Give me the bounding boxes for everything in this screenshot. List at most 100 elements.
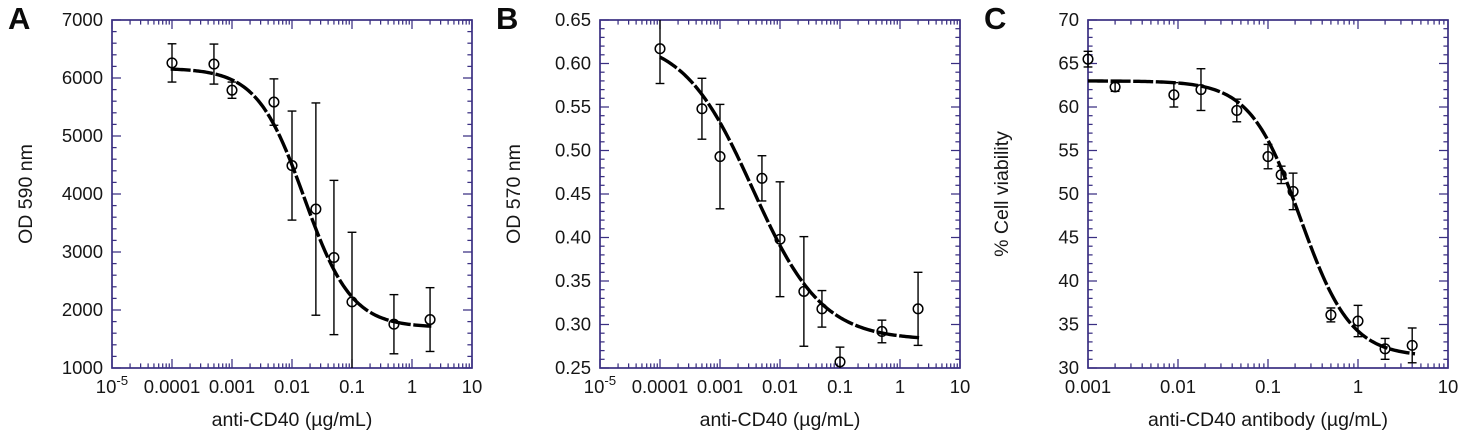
y-tick-label: 2000 xyxy=(62,299,103,320)
x-tick-label: 0.0001 xyxy=(632,376,689,397)
x-axis-ticks xyxy=(599,20,961,368)
y-tick-label: 4000 xyxy=(62,183,103,204)
data-point-marker xyxy=(798,285,810,297)
y-tick-label: 0.35 xyxy=(555,270,591,291)
x-axis-tick-labels: 0.001 0.01 0.1 1 10 xyxy=(1065,376,1458,397)
x-tick-label: 0.1 xyxy=(827,376,853,397)
fit-curve xyxy=(170,67,432,328)
y-axis-tick-labels: 30 35 40 45 50 55 60 65 70 xyxy=(1058,9,1079,378)
data-point-marker xyxy=(1168,89,1180,101)
data-point-marker xyxy=(654,43,666,55)
y-axis-title: OD 590 nm xyxy=(15,144,37,244)
data-point-marker xyxy=(834,356,846,368)
y-tick-label: 70 xyxy=(1058,9,1079,30)
data-point-marker xyxy=(1352,315,1364,327)
data-point-marker xyxy=(1406,339,1418,351)
fit-curve xyxy=(659,55,921,340)
x-tick-label: 0.1 xyxy=(339,376,365,397)
data-point-marker xyxy=(756,172,768,184)
x-tick-label: 10 xyxy=(462,376,483,397)
panel-b-label: B xyxy=(496,1,519,36)
data-point-marker xyxy=(714,151,726,163)
y-tick-label: 0.50 xyxy=(555,140,591,161)
data-point-marker xyxy=(1379,343,1391,355)
y-axis-ticks xyxy=(1088,19,1448,369)
data-point-marker xyxy=(876,325,888,338)
data-point-marker xyxy=(1231,104,1243,117)
y-tick-label: 0.65 xyxy=(555,9,591,30)
y-axis-title: % Cell viability xyxy=(991,131,1013,257)
data-point-marker xyxy=(1325,309,1337,321)
y-tick-label: 0.55 xyxy=(555,96,591,117)
y-tick-label: 0.45 xyxy=(555,183,591,204)
x-axis-tick-labels: 10-5 0.0001 0.001 0.01 0.1 1 10 xyxy=(584,373,971,397)
y-axis-title: OD 570 nm xyxy=(503,144,525,244)
x-tick-label: 0.01 xyxy=(1160,376,1196,397)
data-points xyxy=(1082,53,1418,355)
x-tick-label: 10-5 xyxy=(96,373,128,397)
x-tick-label: 1 xyxy=(1353,376,1363,397)
y-tick-label: 0.60 xyxy=(555,53,591,74)
x-tick-label: 0.01 xyxy=(762,376,798,397)
y-tick-label: 60 xyxy=(1058,96,1079,117)
y-axis-tick-labels: 0.25 0.30 0.35 0.40 0.45 0.50 0.55 0.60 0.65 xyxy=(555,9,591,378)
data-point-marker xyxy=(424,314,436,326)
data-point-marker xyxy=(816,303,828,315)
x-axis-ticks xyxy=(111,20,473,368)
x-tick-label: 0.001 xyxy=(1065,376,1111,397)
panel-c-label: C xyxy=(984,1,1007,36)
data-point-marker xyxy=(1275,169,1287,181)
y-tick-label: 3000 xyxy=(62,241,103,262)
data-point-marker xyxy=(166,57,178,69)
data-points xyxy=(166,57,436,330)
data-point-marker xyxy=(912,303,924,315)
panel-a-label: A xyxy=(8,1,31,36)
x-tick-label: 10-5 xyxy=(584,373,616,397)
data-point-marker xyxy=(208,58,220,70)
y-tick-label: 7000 xyxy=(62,9,103,30)
y-tick-label: 0.30 xyxy=(555,314,591,335)
y-tick-label: 6000 xyxy=(62,67,103,88)
data-point-marker xyxy=(1262,151,1274,163)
x-tick-label: 10 xyxy=(950,376,971,397)
panel-b: B 10-5 0.0001 0.001 0.01 0.1 1 10 0.25 0.30 0.35 0… xyxy=(488,0,976,439)
y-tick-label: 40 xyxy=(1058,270,1079,291)
x-tick-label: 1 xyxy=(895,376,905,397)
y-tick-label: 65 xyxy=(1058,53,1079,74)
fit-curve xyxy=(1087,79,1416,356)
chart-c-svg: 0.001 0.01 0.1 1 10 30 35 40 45 50 55 60 65 70 anti-CD… xyxy=(991,9,1458,431)
x-tick-label: 10 xyxy=(1438,376,1459,397)
data-point-marker xyxy=(226,84,238,96)
y-axis-tick-labels: 1000 2000 3000 4000 5000 6000 7000 xyxy=(62,9,103,378)
x-axis-title: anti-CD40 antibody (µg/mL) xyxy=(1148,409,1388,431)
data-point-marker xyxy=(286,160,298,172)
data-point-marker xyxy=(268,96,280,108)
data-point-marker xyxy=(774,233,786,245)
data-point-marker xyxy=(328,251,340,264)
plot-frame xyxy=(1087,19,1449,369)
data-point-marker xyxy=(310,203,322,215)
error-bars xyxy=(167,43,435,368)
data-point-marker xyxy=(1109,81,1121,93)
y-tick-label: 55 xyxy=(1058,140,1079,161)
error-bars xyxy=(1083,50,1417,364)
data-point-marker xyxy=(346,296,358,308)
x-axis-tick-labels: 10-5 0.0001 0.001 0.01 0.1 1 10 xyxy=(96,373,483,397)
data-point-marker xyxy=(1082,53,1094,65)
panel-a: A 10-5 0.0001 0.001 0.01 0.1 1 10 1000 2000 3000 4… xyxy=(0,0,488,439)
y-tick-label: 35 xyxy=(1058,314,1079,335)
y-tick-label: 50 xyxy=(1058,183,1079,204)
x-tick-label: 0.0001 xyxy=(144,376,201,397)
x-tick-label: 0.001 xyxy=(697,376,743,397)
y-axis-ticks xyxy=(600,19,960,369)
x-axis-ticks xyxy=(1087,20,1449,368)
x-tick-label: 0.1 xyxy=(1255,376,1281,397)
x-tick-label: 0.001 xyxy=(209,376,255,397)
y-tick-label: 0.40 xyxy=(555,227,591,248)
data-point-marker xyxy=(696,103,708,115)
data-point-marker xyxy=(1287,185,1299,197)
x-tick-label: 0.01 xyxy=(274,376,310,397)
y-tick-label: 5000 xyxy=(62,125,103,146)
y-tick-label: 0.25 xyxy=(555,357,591,378)
